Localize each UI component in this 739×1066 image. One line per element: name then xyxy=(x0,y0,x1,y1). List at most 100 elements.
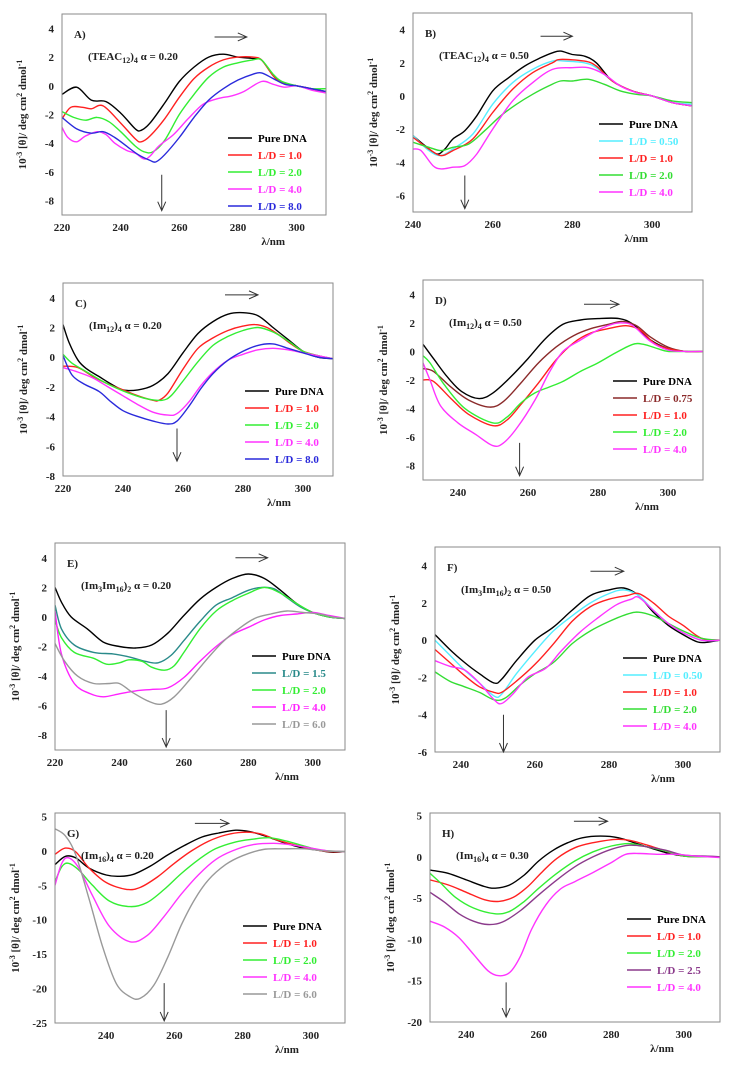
y-tick-label: 2 xyxy=(400,58,406,70)
x-axis-label: λ/nm xyxy=(261,236,285,248)
legend-label: L/D = 2.5 xyxy=(657,965,701,977)
panel-title: (Im16)4 α = 0.20 xyxy=(81,850,154,864)
legend: Pure DNA L/D = 1.0 L/D = 2.0 L/D = 4.0 L/D =… xyxy=(243,921,322,1001)
x-tick-label: 280 xyxy=(230,222,247,234)
y-tick-label: 5 xyxy=(42,811,48,823)
x-axis-label: λ/nm xyxy=(267,497,291,509)
x-tick-label: 280 xyxy=(564,219,581,231)
legend-item: L/D = 4.0 xyxy=(243,972,317,984)
x-tick-label: 260 xyxy=(166,1030,183,1042)
x-tick-label: 260 xyxy=(176,757,193,769)
arrow-down-icon xyxy=(501,982,511,1019)
y-tick-label: -4 xyxy=(46,412,56,424)
legend-label: L/D = 0.50 xyxy=(629,136,679,148)
x-tick-label: 240 xyxy=(458,1029,475,1041)
legend-item: Pure DNA xyxy=(243,921,322,933)
series-line xyxy=(413,66,692,170)
legend-item: Pure DNA xyxy=(599,119,678,131)
y-tick-label: 2 xyxy=(42,582,48,594)
legend-label: L/D = 2.0 xyxy=(643,427,687,439)
y-tick-label: 4 xyxy=(49,23,55,35)
y-tick-label: 0 xyxy=(422,635,428,647)
y-tick-label: 2 xyxy=(422,598,428,610)
legend-item: L/D = 4.0 xyxy=(599,187,673,199)
legend-label: L/D = 1.5 xyxy=(282,668,326,680)
legend-item: L/D = 4.0 xyxy=(623,721,697,733)
series-line xyxy=(55,586,345,671)
y-tick-label: 5 xyxy=(417,810,423,822)
y-tick-label: -6 xyxy=(46,441,56,453)
legend-label: L/D = 4.0 xyxy=(282,702,326,714)
y-tick-label: 4 xyxy=(422,561,428,573)
arrow-right-icon xyxy=(584,299,621,309)
y-tick-label: -6 xyxy=(38,701,48,713)
legend-label: L/D = 6.0 xyxy=(273,989,317,1001)
x-tick-label: 260 xyxy=(171,222,188,234)
legend-label: L/D = 1.0 xyxy=(275,403,319,415)
legend-label: Pure DNA xyxy=(258,133,307,145)
y-tick-label: -2 xyxy=(406,375,416,387)
series-group xyxy=(62,53,326,163)
panel-label: E) xyxy=(67,558,78,570)
y-tick-label: 0 xyxy=(417,852,423,864)
legend-label: Pure DNA xyxy=(653,653,702,665)
panel-title: (Im3Im16)2 α = 0.50 xyxy=(461,584,552,598)
x-tick-label: 260 xyxy=(531,1029,548,1041)
legend-label: L/D = 1.0 xyxy=(258,150,302,162)
plot-frame xyxy=(54,542,346,751)
series-group xyxy=(430,835,720,977)
x-tick-label: 220 xyxy=(47,757,64,769)
series-line xyxy=(430,844,720,926)
series-line xyxy=(430,838,720,903)
y-tick-label: 4 xyxy=(400,25,406,37)
legend-label: L/D = 8.0 xyxy=(258,201,302,213)
panel-label: A) xyxy=(74,29,86,41)
x-tick-label: 280 xyxy=(235,483,252,495)
legend-item: L/D = 2.0 xyxy=(623,704,697,716)
arrow-right-icon xyxy=(573,816,609,826)
legend-label: L/D = 2.0 xyxy=(258,167,302,179)
x-axis-label: λ/nm xyxy=(624,233,648,245)
legend-item: L/D = 0.50 xyxy=(623,670,703,682)
series-line xyxy=(55,610,345,698)
arrow-down-icon xyxy=(159,983,169,1023)
panel-label: C) xyxy=(75,298,87,310)
legend-item: L/D = 2.0 xyxy=(252,685,326,697)
chart-panel-b: 240 260 280 300 -6 -4 -2 0 2 4 λ/nm 10-3 [θ]/ deg c… xyxy=(366,12,693,245)
legend-label: L/D = 2.0 xyxy=(657,948,701,960)
series-line xyxy=(423,322,703,447)
series-group xyxy=(413,50,692,170)
y-tick-label: 2 xyxy=(50,323,56,335)
arrow-right-icon xyxy=(540,31,574,41)
series-line xyxy=(55,829,345,878)
legend-item: L/D = 0.75 xyxy=(613,393,693,405)
x-tick-label: 300 xyxy=(295,483,312,495)
legend-label: L/D = 4.0 xyxy=(258,184,302,196)
legend-item: L/D = 1.0 xyxy=(627,931,701,943)
y-tick-label: 2 xyxy=(410,318,416,330)
legend-label: Pure DNA xyxy=(643,376,692,388)
arrow-down-icon xyxy=(515,442,525,477)
x-tick-label: 280 xyxy=(603,1029,620,1041)
series-line xyxy=(413,78,692,152)
legend-item: L/D = 1.5 xyxy=(252,668,326,680)
arrow-down-icon xyxy=(499,714,508,754)
series-line xyxy=(423,342,703,424)
panel-label: F) xyxy=(447,562,458,574)
series-group xyxy=(55,828,345,1000)
legend-item: Pure DNA xyxy=(623,653,702,665)
y-tick-label: 4 xyxy=(410,289,416,301)
panel-title: (Im12)4 α = 0.20 xyxy=(89,320,162,334)
x-axis-label: λ/nm xyxy=(635,501,659,513)
x-tick-label: 300 xyxy=(660,487,677,499)
series-line xyxy=(435,592,720,695)
legend-label: L/D = 4.0 xyxy=(643,444,687,456)
arrow-down-icon xyxy=(172,428,182,463)
legend-label: L/D = 2.0 xyxy=(282,685,326,697)
series-line xyxy=(435,587,720,685)
panel-title: (TEAC12)4 α = 0.20 xyxy=(88,51,178,65)
x-tick-label: 240 xyxy=(453,759,470,771)
panel-title: (Im16)4 α = 0.30 xyxy=(456,850,529,864)
x-tick-label: 280 xyxy=(234,1030,251,1042)
y-tick-label: -2 xyxy=(396,124,406,136)
